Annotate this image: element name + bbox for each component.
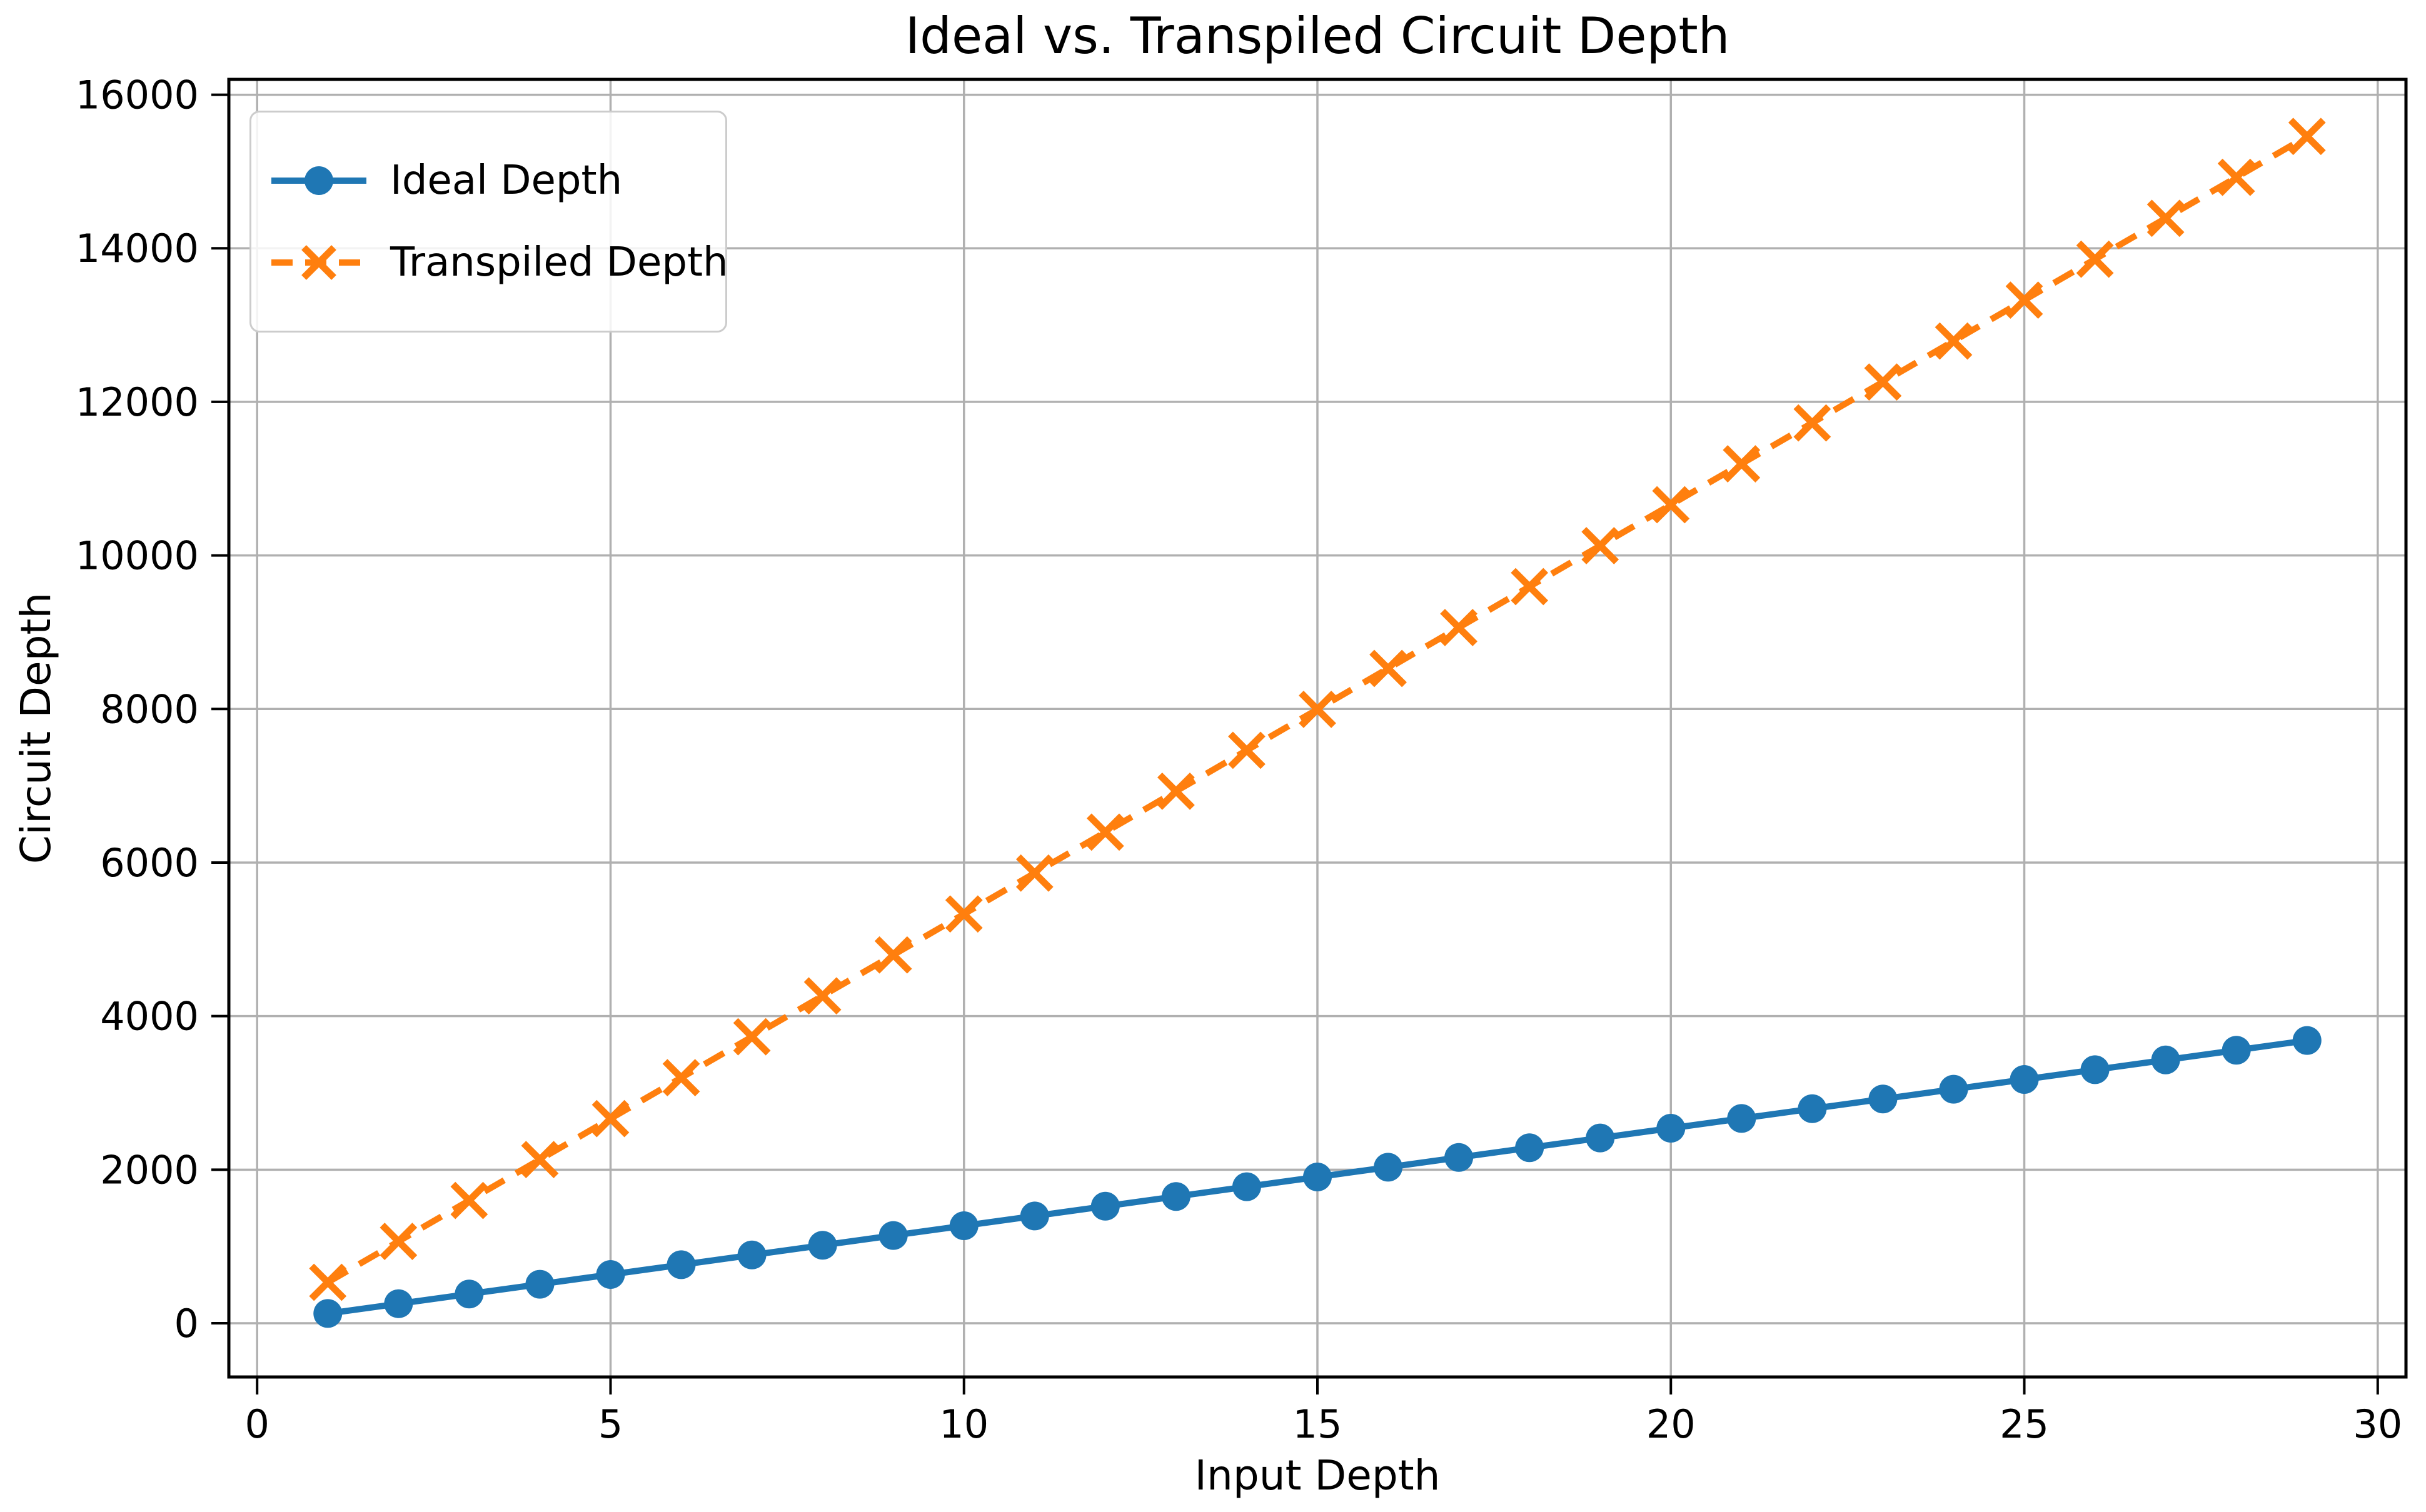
marker-circle bbox=[2222, 1036, 2251, 1065]
marker-x bbox=[1723, 445, 1761, 483]
marker-circle bbox=[2080, 1055, 2110, 1084]
marker-x bbox=[380, 1223, 418, 1260]
legend-sample-line-circle-icon bbox=[271, 166, 366, 195]
marker-x bbox=[2005, 281, 2043, 319]
marker-circle bbox=[1656, 1113, 1686, 1143]
marker-x bbox=[2288, 118, 2326, 156]
marker-circle bbox=[455, 1279, 484, 1309]
legend-label: Transpiled Depth bbox=[390, 239, 728, 286]
tick-label-y: 10000 bbox=[76, 533, 199, 579]
marker-circle bbox=[667, 1250, 696, 1279]
tick-label-y: 14000 bbox=[76, 226, 199, 271]
marker-x bbox=[803, 977, 842, 1015]
marker-circle bbox=[1232, 1172, 1261, 1201]
marker-circle bbox=[1303, 1163, 1332, 1192]
tick-label-y: 16000 bbox=[76, 73, 199, 118]
marker-circle bbox=[1939, 1074, 1968, 1104]
marker-circle bbox=[2151, 1045, 2180, 1074]
marker-circle bbox=[313, 1299, 343, 1328]
tick-label-x: 25 bbox=[2000, 1401, 2049, 1447]
tick-label-y: 2000 bbox=[100, 1147, 199, 1193]
legend-item-ideal: Ideal Depth bbox=[269, 161, 708, 201]
marker-x bbox=[733, 1018, 771, 1056]
marker-x bbox=[1086, 813, 1124, 851]
marker-circle bbox=[1798, 1094, 1827, 1123]
marker-x bbox=[2076, 240, 2114, 278]
marker-x bbox=[1015, 854, 1054, 892]
tick-label-x: 30 bbox=[2353, 1401, 2402, 1447]
legend-sample-marker bbox=[301, 245, 336, 280]
y-axis-label: Circuit Depth bbox=[12, 592, 60, 864]
marker-circle bbox=[596, 1260, 625, 1289]
marker-x bbox=[662, 1059, 700, 1097]
marker-x bbox=[521, 1141, 559, 1179]
chart-title: Ideal vs. Transpiled Circuit Depth bbox=[905, 7, 1730, 65]
legend-sample-marker bbox=[305, 166, 333, 195]
tick-label-x: 20 bbox=[1646, 1401, 1696, 1447]
marker-circle bbox=[1727, 1104, 1756, 1133]
marker-x bbox=[1228, 731, 1266, 769]
legend-label: Ideal Depth bbox=[390, 158, 623, 204]
x-axis-label: Input Depth bbox=[1194, 1451, 1441, 1499]
tick-label-x: 0 bbox=[244, 1401, 269, 1447]
tick-label-x: 5 bbox=[598, 1401, 623, 1447]
marker-circle bbox=[1868, 1084, 1898, 1114]
marker-x bbox=[1793, 404, 1831, 442]
marker-x bbox=[945, 895, 983, 933]
marker-circle bbox=[808, 1231, 837, 1260]
legend: Ideal Depth Transpiled Depth bbox=[249, 111, 728, 333]
marker-circle bbox=[2292, 1026, 2322, 1055]
tick-label-x: 10 bbox=[939, 1401, 989, 1447]
marker-circle bbox=[949, 1211, 979, 1241]
marker-x bbox=[1511, 568, 1549, 606]
marker-circle bbox=[525, 1269, 555, 1299]
marker-circle bbox=[1444, 1143, 1474, 1172]
marker-x bbox=[1369, 649, 1407, 688]
marker-x bbox=[1157, 772, 1195, 810]
marker-x bbox=[1652, 486, 1690, 524]
marker-x bbox=[1299, 691, 1336, 728]
marker-x bbox=[874, 936, 912, 974]
tick-label-y: 4000 bbox=[100, 994, 199, 1039]
legend-sample-dashed-x-icon bbox=[271, 245, 366, 280]
marker-x bbox=[1581, 527, 1619, 564]
marker-circle bbox=[384, 1289, 413, 1318]
marker-circle bbox=[878, 1221, 908, 1250]
marker-x bbox=[1864, 363, 1902, 401]
tick-label-y: 12000 bbox=[76, 379, 199, 425]
marker-circle bbox=[1090, 1191, 1120, 1221]
marker-x bbox=[591, 1099, 630, 1138]
marker-circle bbox=[1515, 1133, 1544, 1163]
marker-x bbox=[450, 1181, 488, 1219]
marker-x bbox=[1440, 609, 1477, 646]
marker-circle bbox=[1020, 1201, 1049, 1231]
marker-circle bbox=[737, 1240, 767, 1269]
marker-circle bbox=[1586, 1123, 1615, 1153]
legend-item-transpiled: Transpiled Depth bbox=[269, 243, 728, 283]
tick-label-y: 0 bbox=[174, 1301, 199, 1346]
marker-circle bbox=[2010, 1064, 2039, 1094]
tick-label-y: 8000 bbox=[100, 686, 199, 732]
marker-x bbox=[1935, 322, 1973, 360]
marker-circle bbox=[1161, 1182, 1190, 1211]
marker-circle bbox=[1374, 1153, 1403, 1182]
marker-x bbox=[2147, 199, 2185, 238]
tick-label-y: 6000 bbox=[100, 840, 199, 886]
tick-label-x: 15 bbox=[1293, 1401, 1342, 1447]
marker-x bbox=[309, 1263, 347, 1301]
marker-x bbox=[2217, 158, 2255, 196]
